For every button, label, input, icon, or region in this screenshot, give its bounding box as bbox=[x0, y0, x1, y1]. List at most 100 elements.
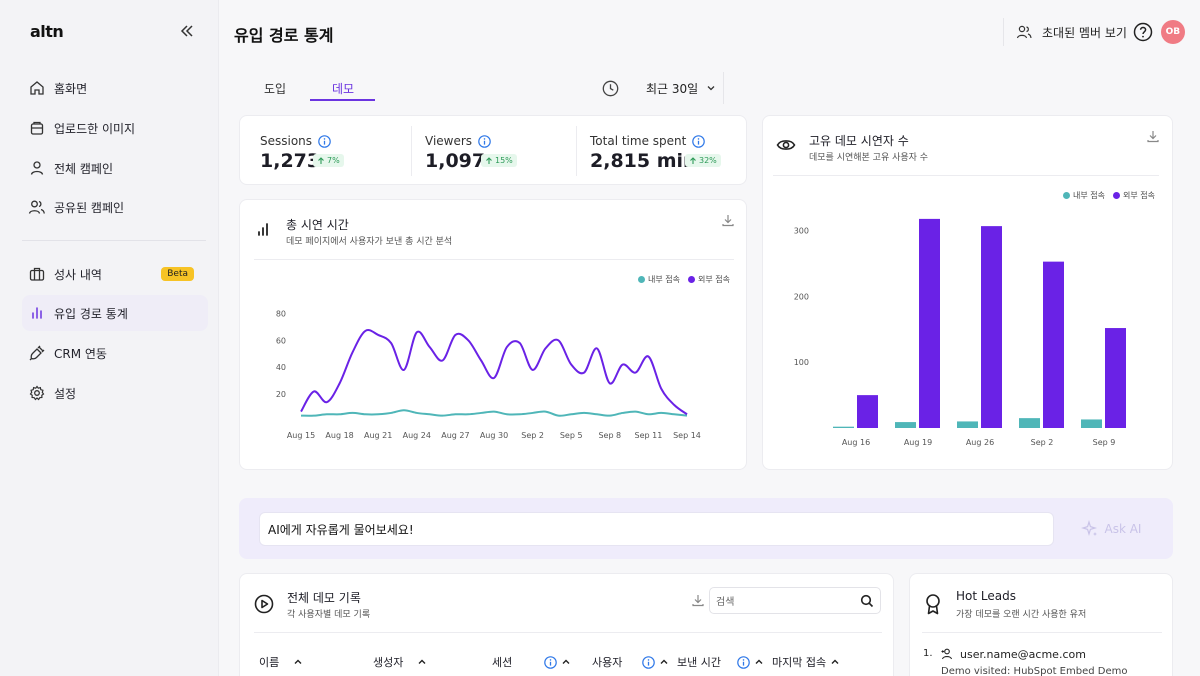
lead-email[interactable]: user.name@acme.com bbox=[960, 648, 1086, 661]
invited-members-button[interactable]: 초대된 멤버 보기 bbox=[1042, 25, 1127, 40]
y-tick-label: 80 bbox=[276, 309, 286, 318]
info-icon[interactable] bbox=[544, 655, 558, 669]
line-chart: 20 40 60 80 Aug 15 Aug 18 Aug 21 Aug 24 Aug 27 Au… bbox=[276, 309, 701, 440]
card-title: Hot Leads bbox=[956, 589, 1016, 603]
info-icon[interactable] bbox=[642, 655, 656, 669]
card-subtitle: 데모 페이지에서 사용자가 보낸 총 시간 분석 bbox=[286, 237, 453, 247]
column-header-name[interactable]: 이름 bbox=[259, 654, 303, 670]
card-title: 고유 데모 시연자 수 bbox=[809, 134, 909, 148]
sidebar-divider bbox=[22, 240, 206, 241]
date-range-value: 최근 30일 bbox=[646, 81, 699, 96]
sort-icon bbox=[831, 659, 839, 664]
legend-internal: 내부 접속 bbox=[638, 274, 680, 285]
sidebar-item-all-campaigns[interactable]: 전체 캠페인 bbox=[22, 150, 208, 186]
info-icon[interactable] bbox=[737, 655, 750, 669]
x-tick-label: Aug 16 bbox=[842, 438, 870, 447]
x-tick-label: Aug 15 bbox=[287, 431, 315, 440]
legend-external: 외부 접속 bbox=[687, 274, 730, 285]
arrow-up-icon bbox=[690, 156, 696, 164]
column-header-last-visit[interactable]: 마지막 접속 bbox=[772, 654, 840, 670]
help-icon[interactable] bbox=[1133, 22, 1153, 42]
play-circle-icon bbox=[254, 594, 274, 614]
search-icon bbox=[860, 594, 874, 607]
chart-legend: 내부 접속 외부 접속 bbox=[638, 274, 738, 285]
sort-icon bbox=[294, 659, 302, 664]
sidebar-item-uploaded-images[interactable]: 업로드한 이미지 bbox=[22, 110, 208, 146]
lead-demo-visited: Demo visited: HubSpot Embed Demo bbox=[941, 666, 1128, 676]
records-search-input[interactable]: 검색 bbox=[709, 587, 881, 614]
kpi-change-badge: 32% bbox=[685, 154, 721, 167]
x-tick-label: Sep 9 bbox=[1093, 438, 1116, 447]
kpi-label: Viewers bbox=[425, 134, 491, 148]
sidebar-item-home[interactable]: 홈화면 bbox=[22, 70, 208, 106]
y-tick-label: 20 bbox=[276, 390, 286, 399]
date-range-select[interactable]: 최근 30일 bbox=[634, 72, 724, 104]
bar-external bbox=[857, 395, 878, 428]
folder-icon bbox=[28, 119, 46, 137]
kpi-divider bbox=[576, 126, 577, 176]
users-icon[interactable] bbox=[1016, 24, 1032, 40]
info-icon[interactable] bbox=[318, 134, 331, 148]
bar-internal bbox=[833, 426, 854, 428]
arrow-up-icon bbox=[486, 156, 492, 164]
ask-ai-button[interactable]: Ask AI bbox=[1069, 512, 1153, 546]
sort-icon bbox=[660, 659, 668, 664]
bar-external bbox=[981, 226, 1002, 428]
x-tick-label: Sep 8 bbox=[598, 431, 621, 440]
kpi-label: Total time spent bbox=[590, 134, 706, 148]
info-icon[interactable] bbox=[478, 134, 491, 148]
sidebar-item-funnel-stats[interactable]: 유입 경로 통계 bbox=[22, 295, 208, 331]
x-tick-label: Sep 5 bbox=[560, 431, 583, 440]
download-icon[interactable] bbox=[1146, 129, 1160, 143]
y-tick-label: 200 bbox=[794, 292, 809, 301]
x-tick-label: Sep 11 bbox=[634, 431, 662, 440]
sidebar-item-shared-campaigns[interactable]: 공유된 캠페인 bbox=[22, 189, 208, 225]
sidebar-item-label: 공유된 캠페인 bbox=[54, 200, 125, 215]
sidebar-item-label: 성사 내역 bbox=[54, 267, 102, 282]
y-tick-label: 100 bbox=[794, 358, 809, 367]
bar-chart-icon bbox=[258, 223, 268, 236]
info-icon[interactable] bbox=[692, 134, 706, 148]
sidebar-item-settings[interactable]: 설정 bbox=[22, 375, 208, 411]
download-icon[interactable] bbox=[721, 213, 735, 227]
kpi-divider bbox=[411, 126, 412, 176]
collapse-sidebar-icon[interactable] bbox=[178, 22, 196, 40]
kpi-value: 1,273 bbox=[260, 150, 321, 172]
hot-leads-card: Hot Leads 가장 데모를 오랜 시간 사용한 유저 bbox=[909, 573, 1173, 676]
y-tick-label: 300 bbox=[794, 227, 809, 236]
kpi-label: Sessions bbox=[260, 134, 331, 148]
sort-icon bbox=[418, 659, 426, 664]
unique-demo-viewers-card: 고유 데모 시연자 수 데모를 시연해본 고유 사용자 수 내부 접속 외부 접… bbox=[762, 115, 1173, 470]
lead-rank: 1. bbox=[923, 648, 933, 659]
column-header-creator[interactable]: 생성자 bbox=[373, 654, 427, 670]
card-subtitle: 가장 데모를 오랜 시간 사용한 유저 bbox=[956, 610, 1087, 620]
briefcase-icon bbox=[28, 265, 46, 283]
sidebar-item-deals[interactable]: 성사 내역 Beta bbox=[22, 256, 208, 292]
home-icon bbox=[28, 79, 46, 97]
column-header-sessions[interactable]: 세션 bbox=[492, 654, 571, 670]
sidebar-item-crm[interactable]: CRM 연동 bbox=[22, 335, 208, 371]
brand-logo[interactable]: altn bbox=[30, 22, 64, 41]
total-demo-time-card: 총 시연 시간 데모 페이지에서 사용자가 보낸 총 시간 분석 내부 접속 외… bbox=[239, 199, 747, 470]
tab-demo[interactable]: 데모 bbox=[332, 82, 355, 96]
kpi-change-badge: 7% bbox=[313, 154, 344, 167]
card-subtitle: 데모를 시연해본 고유 사용자 수 bbox=[809, 153, 929, 163]
download-icon[interactable] bbox=[691, 593, 705, 607]
series-external-line bbox=[300, 329, 688, 416]
ask-ai-input[interactable]: AI에게 자유롭게 물어보세요! bbox=[259, 512, 1054, 546]
tab-adoption[interactable]: 도입 bbox=[264, 82, 287, 96]
bar-external bbox=[1043, 261, 1064, 428]
kpi-card: Sessions 1,273 7% Viewers 1,097 15% Tota… bbox=[239, 115, 747, 185]
users-icon bbox=[28, 198, 46, 216]
sidebar-item-label: 홈화면 bbox=[54, 81, 88, 96]
card-subtitle: 각 사용자별 데모 기록 bbox=[287, 610, 371, 620]
clock-icon bbox=[602, 80, 619, 97]
column-header-time-spent[interactable]: 보낸 시간 bbox=[677, 654, 764, 670]
y-tick-label: 60 bbox=[276, 336, 286, 345]
bar-internal bbox=[895, 422, 916, 428]
page-title: 유입 경로 통계 bbox=[234, 26, 334, 45]
sidebar-item-label: 유입 경로 통계 bbox=[54, 306, 128, 321]
column-header-users[interactable]: 사용자 bbox=[592, 654, 669, 670]
x-tick-label: Sep 14 bbox=[673, 431, 701, 440]
avatar[interactable]: OB bbox=[1160, 20, 1185, 44]
